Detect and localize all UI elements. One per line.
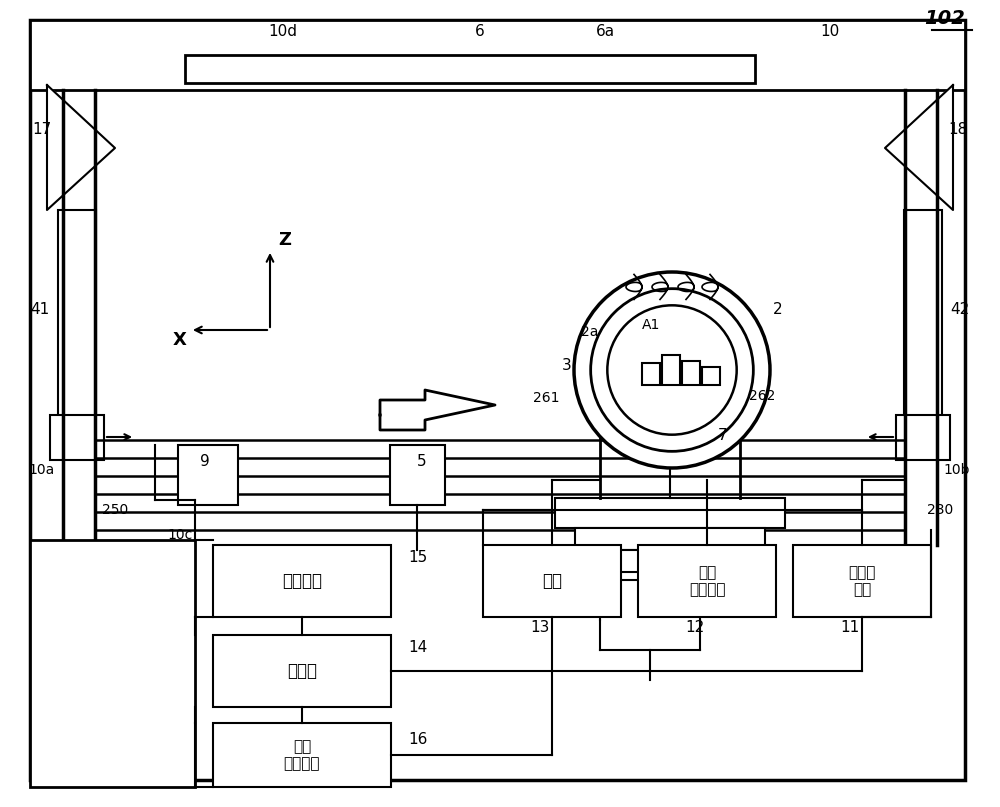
Text: 2: 2 (773, 303, 783, 317)
Bar (904, 210, 942, 440)
Text: 5: 5 (417, 454, 427, 470)
Text: 102: 102 (924, 9, 965, 27)
Text: 直线
驱动装置: 直线 驱动装置 (689, 565, 725, 597)
Text: 10c: 10c (167, 528, 193, 542)
Text: 6a: 6a (595, 24, 615, 40)
Text: 18: 18 (948, 123, 968, 137)
Text: 控制部: 控制部 (287, 662, 317, 680)
Bar (178, 445, 238, 505)
Bar (662, 355, 680, 385)
Bar (185, 55, 755, 83)
Polygon shape (47, 85, 115, 210)
Text: 15: 15 (408, 550, 427, 566)
Text: 16: 16 (408, 733, 427, 747)
Text: 6: 6 (475, 24, 485, 40)
Text: X: X (173, 331, 187, 349)
Text: 250: 250 (102, 503, 128, 517)
Bar (213, 545, 391, 617)
Circle shape (607, 305, 737, 435)
Text: 10b: 10b (944, 463, 970, 477)
Text: 262: 262 (749, 389, 775, 403)
Text: 3: 3 (562, 358, 572, 373)
Bar (390, 445, 445, 505)
Bar (575, 528, 765, 550)
Text: 7: 7 (718, 428, 728, 442)
Text: 10a: 10a (29, 463, 55, 477)
Text: 42: 42 (950, 303, 970, 317)
Bar (58, 210, 96, 440)
Bar (682, 361, 700, 385)
Text: 2a: 2a (581, 325, 599, 339)
Bar (595, 550, 745, 572)
Text: 13: 13 (530, 620, 550, 634)
Bar (30, 20, 965, 90)
Bar (213, 723, 391, 787)
Text: 9: 9 (200, 454, 210, 470)
Text: A1: A1 (642, 318, 660, 332)
Text: 气体
导入部件: 气体 导入部件 (284, 738, 320, 771)
Text: 电源: 电源 (542, 572, 562, 590)
Text: 41: 41 (30, 303, 50, 317)
Text: 靶驱动
装置: 靶驱动 装置 (848, 565, 876, 597)
Bar (702, 367, 720, 385)
Text: 排气部件: 排气部件 (282, 572, 322, 590)
Bar (638, 545, 776, 617)
Bar (50, 415, 104, 460)
Text: 17: 17 (32, 123, 52, 137)
Bar (896, 415, 950, 460)
Text: 11: 11 (840, 620, 860, 634)
Circle shape (574, 272, 770, 468)
Text: 10d: 10d (268, 24, 298, 40)
Text: Z: Z (279, 231, 291, 249)
Bar (30, 540, 195, 787)
Polygon shape (380, 390, 495, 430)
Bar (555, 498, 785, 528)
Text: 10: 10 (820, 24, 840, 40)
Bar (642, 363, 660, 385)
Polygon shape (885, 85, 953, 210)
Bar (793, 545, 931, 617)
Text: 230: 230 (927, 503, 953, 517)
Circle shape (591, 289, 753, 451)
Bar (483, 545, 621, 617)
Text: 12: 12 (685, 620, 705, 634)
Text: 14: 14 (408, 641, 427, 655)
Text: 261: 261 (533, 391, 559, 405)
Bar (213, 635, 391, 707)
